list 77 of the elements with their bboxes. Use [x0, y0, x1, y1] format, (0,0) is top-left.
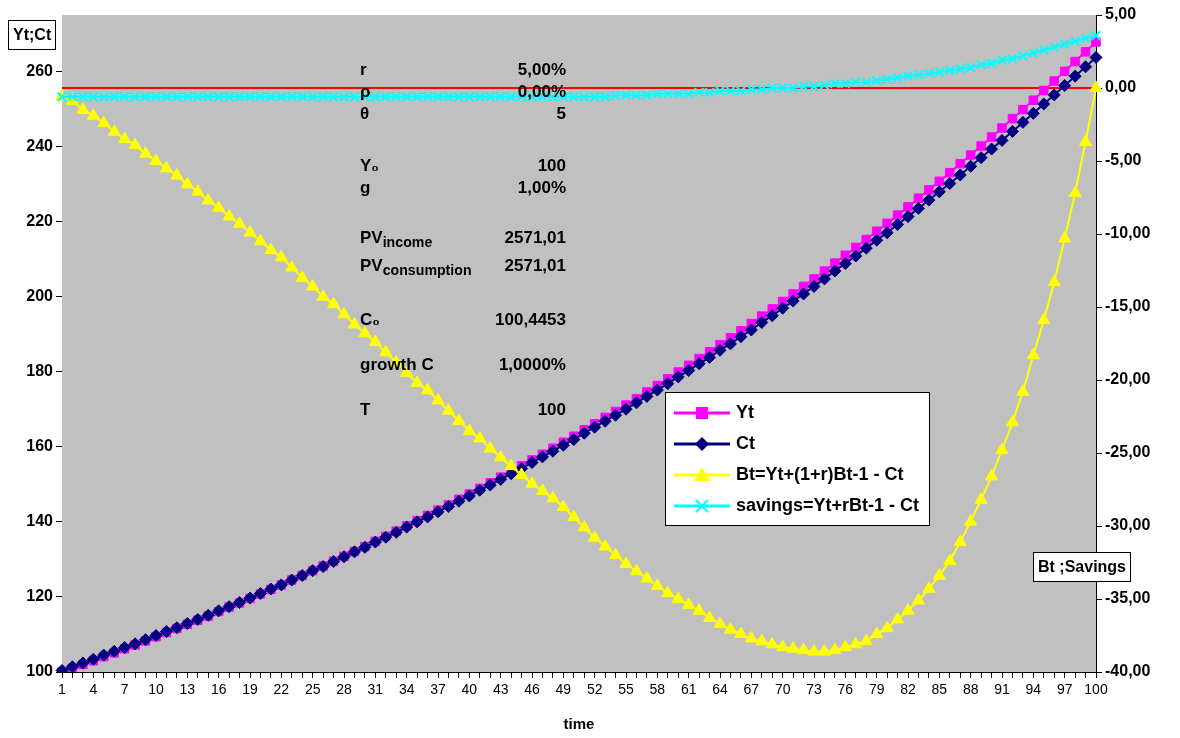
x-tick-label: 16 [210, 681, 227, 698]
y-tick-label: 240 [26, 136, 54, 154]
y2-tick-label: 0,00 [1105, 78, 1137, 96]
annotation: PV$_{consumption}$ [360, 256, 472, 279]
x-tick-label: 94 [1025, 681, 1042, 698]
x-tick-label: 73 [806, 681, 822, 698]
annotation: Y₀ [360, 156, 380, 176]
annotation: 100 [537, 400, 566, 420]
y2-tick-label: -10,00 [1105, 224, 1151, 242]
x-tick-label: 88 [962, 681, 979, 698]
annotation: 1,0000% [498, 355, 566, 375]
x-axis-title: time [563, 715, 595, 733]
y-tick-label: 260 [26, 61, 54, 79]
x-tick-label: 79 [868, 681, 885, 698]
x-tick-label: 64 [712, 681, 728, 698]
x-tick-label: 22 [273, 681, 290, 698]
x-tick-label: 91 [994, 681, 1010, 698]
x-tick-label: 43 [492, 681, 509, 698]
annotation: 5,00% [517, 60, 566, 80]
x-tick-label: 76 [837, 681, 854, 698]
annotation: 2571,01 [504, 228, 566, 249]
y-tick-label: 140 [26, 512, 54, 530]
y2-tick-label: -30,00 [1105, 516, 1151, 534]
y-tick-label: 180 [26, 362, 54, 380]
legend-label: Yt [736, 402, 754, 423]
annotation: PV$_{income}$ [360, 228, 433, 251]
x-tick-label: 4 [89, 681, 98, 698]
y-tick-label: 100 [26, 662, 54, 680]
y2-tick-label: -5,00 [1105, 151, 1142, 169]
y-tick-label: 200 [26, 286, 54, 304]
annotation: C₀ [360, 310, 380, 330]
annotation: θ [360, 104, 370, 124]
x-tick-label: 28 [336, 681, 352, 698]
x-tick-label: 85 [931, 681, 948, 698]
x-tick-label: 49 [555, 681, 572, 698]
x-tick-label: 31 [367, 681, 384, 698]
annotation: g [360, 178, 371, 198]
y-tick-label: 160 [26, 437, 54, 455]
x-tick-label: 37 [430, 681, 446, 698]
annotation: 100 [537, 156, 566, 176]
annotation: r [360, 60, 367, 80]
legend-label: savings=Yt+rBt-1 - Ct [736, 495, 920, 516]
y2-axis-title: Bt ;Savings [1033, 552, 1132, 582]
annotation: 5 [556, 104, 566, 124]
x-tick-label: 19 [242, 681, 258, 698]
x-tick-label: 61 [680, 681, 697, 698]
legend-label: Ct [736, 433, 755, 454]
y-axis-title: Yt;Ct [8, 20, 57, 50]
x-tick-label: 10 [148, 681, 164, 698]
x-tick-label: 13 [179, 681, 196, 698]
x-tick-label: 40 [461, 681, 478, 698]
x-tick-label: 34 [398, 681, 415, 698]
legend-label: Bt=Yt+(1+r)Bt-1 - Ct [736, 464, 904, 485]
y2-tick-label: -25,00 [1105, 443, 1151, 461]
y2-tick-label: -40,00 [1105, 662, 1151, 680]
x-tick-label: 55 [618, 681, 634, 698]
annotation: T [360, 400, 371, 420]
x-tick-label: 25 [304, 681, 321, 698]
annotation: 100,4453 [495, 310, 566, 330]
y2-tick-label: -20,00 [1105, 370, 1151, 388]
x-tick-label: 58 [649, 681, 666, 698]
x-tick-label: 70 [774, 681, 791, 698]
x-tick-label: 100 [1084, 681, 1108, 698]
x-tick-label: 82 [900, 681, 916, 698]
x-tick-label: 46 [524, 681, 540, 698]
x-tick-label: 7 [120, 681, 129, 698]
y2-tick-label: -15,00 [1105, 297, 1151, 315]
y2-tick-label: -35,00 [1105, 589, 1151, 607]
x-tick-label: 67 [743, 681, 760, 698]
x-tick-label: 52 [586, 681, 603, 698]
annotation: 2571,01 [504, 256, 566, 277]
annotation: 1,00% [517, 178, 566, 198]
x-tick-label: 1 [58, 681, 67, 698]
y2-tick-label: 5,00 [1105, 5, 1137, 23]
x-tick-label: 97 [1056, 681, 1073, 698]
y-tick-label: 120 [26, 587, 54, 605]
y-tick-label: 220 [26, 211, 54, 229]
